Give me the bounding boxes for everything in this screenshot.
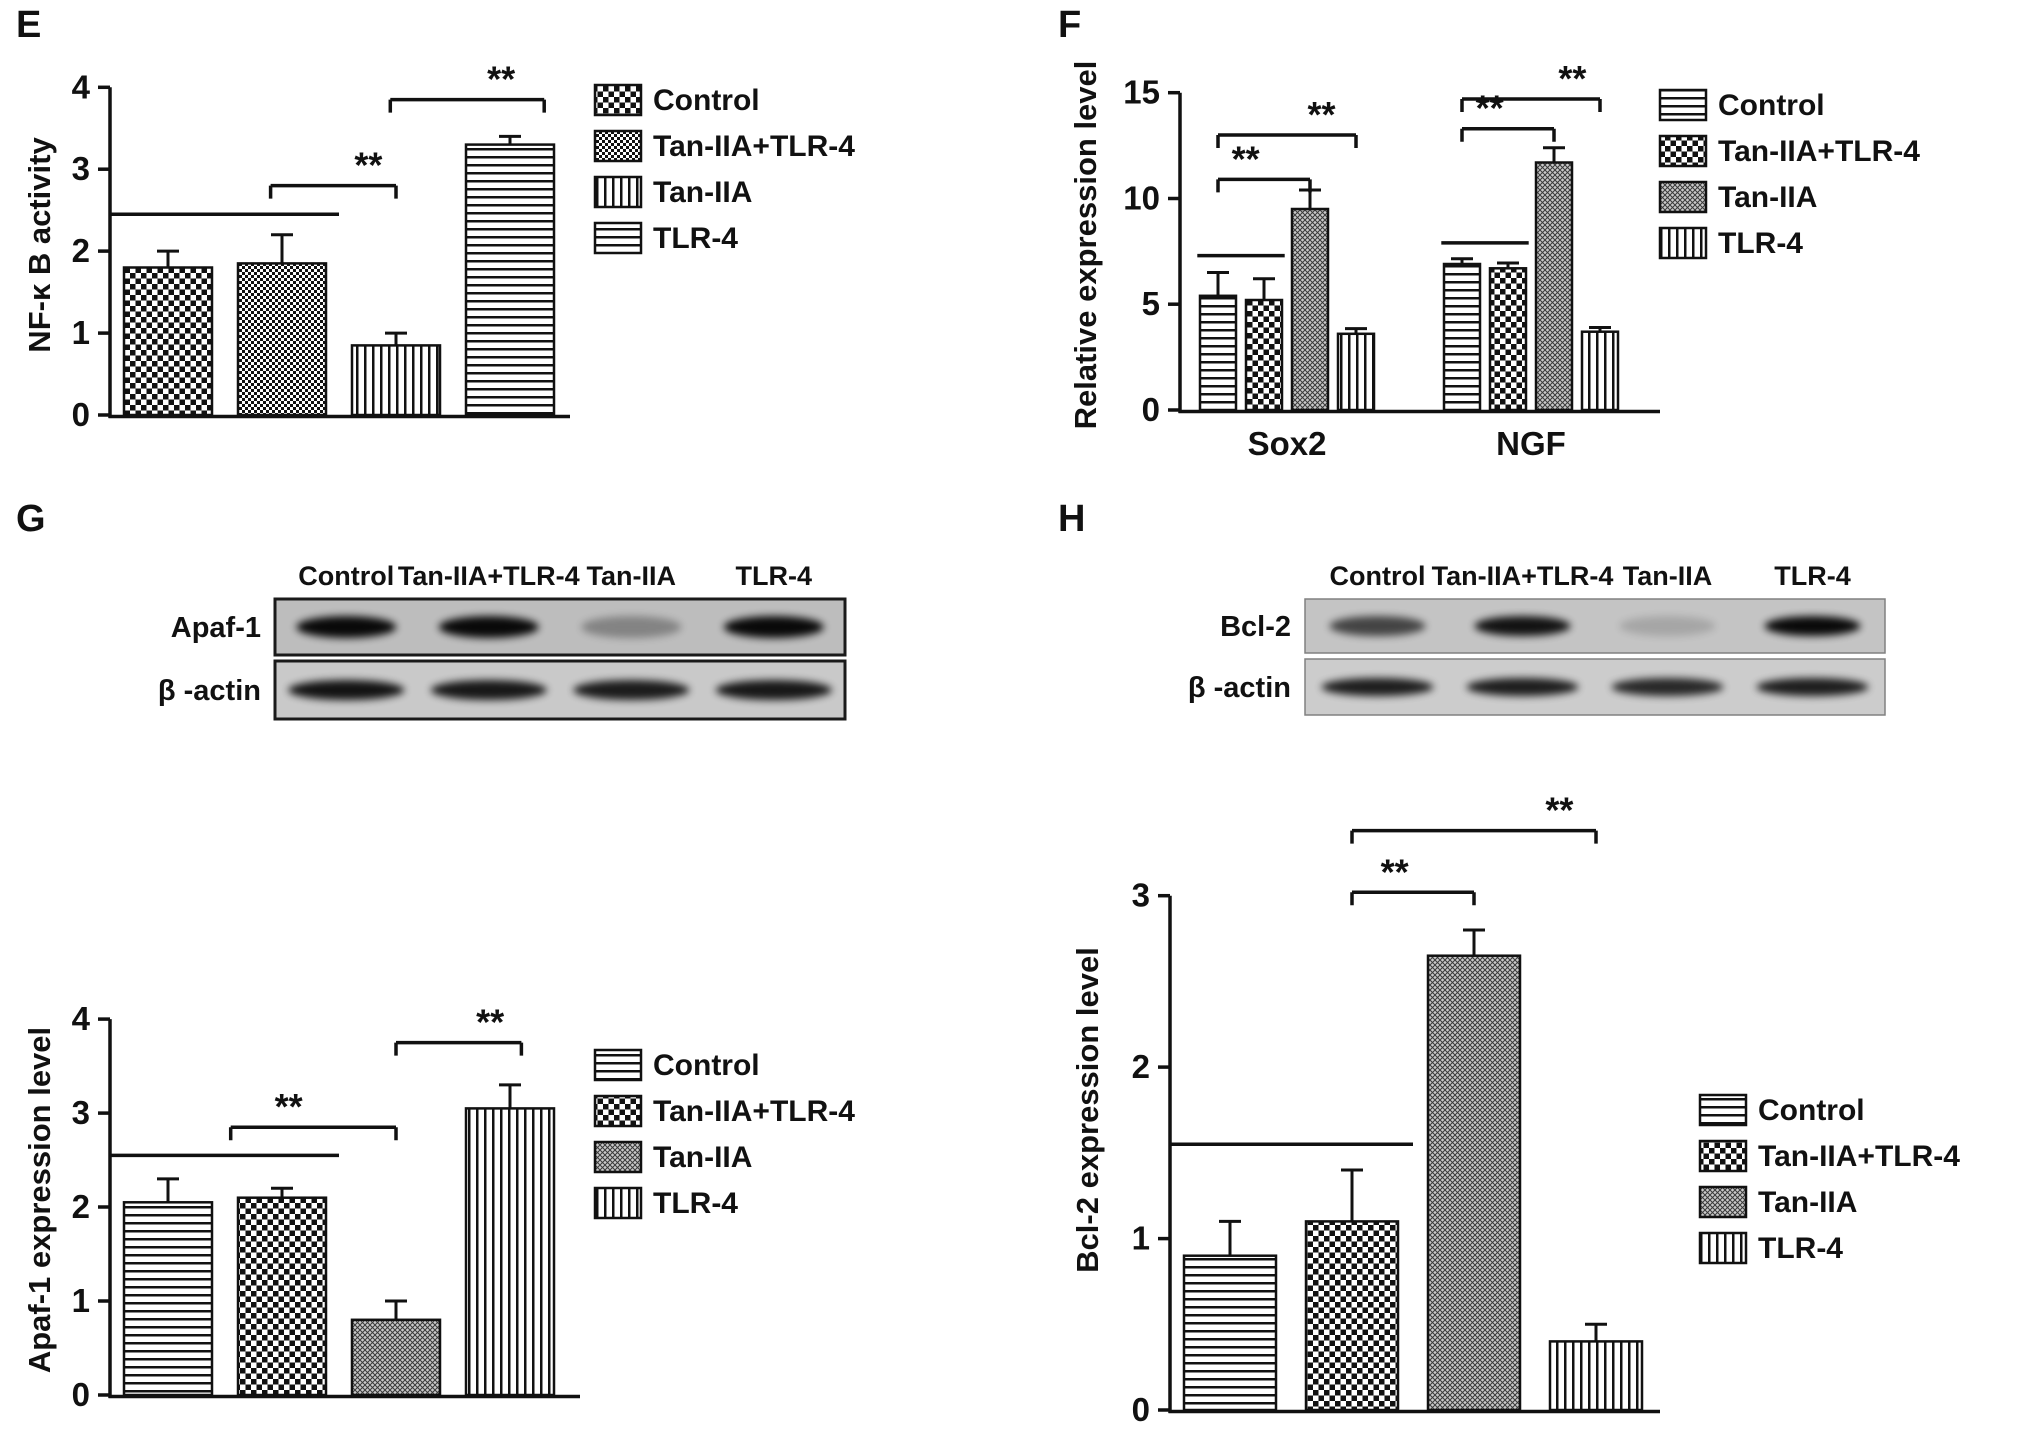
- svg-text:Control: Control: [653, 1049, 760, 1082]
- svg-text:1: 1: [1132, 1220, 1150, 1257]
- svg-text:15: 15: [1123, 74, 1160, 111]
- svg-text:Tan-IIA: Tan-IIA: [587, 561, 677, 591]
- svg-text:Tan-IIA: Tan-IIA: [1718, 181, 1817, 214]
- panel-label-F: F: [1058, 4, 1082, 46]
- svg-text:Control: Control: [298, 561, 394, 591]
- bar-chart-nfkb-activity: ** ** 0 1 2 3 4 NF-κ B activity Control Tan-IIA+T…: [22, 59, 855, 433]
- svg-text:Control: Control: [1330, 561, 1426, 591]
- svg-text:Apaf-1 expression level: Apaf-1 expression level: [22, 1027, 57, 1373]
- panel-label-E: E: [16, 4, 42, 46]
- svg-text:1: 1: [72, 314, 90, 351]
- bar-chart-relative-expression: ** ** ** ** 0 5 10 15 Sox2 NGF Relative expression…: [1068, 58, 1920, 462]
- svg-text:3: 3: [72, 1094, 90, 1131]
- western-blot-bcl2: Control Tan-IIA+TLR-4 Tan-IIA TLR-4 Bcl-2 β -…: [1188, 561, 1886, 716]
- svg-text:Control: Control: [1718, 89, 1825, 122]
- svg-text:**: **: [275, 1086, 303, 1127]
- bar-chart-apaf1-expression: ** ** 0 1 2 3 4 Apaf-1 expression level Control T…: [22, 1000, 855, 1413]
- svg-text:Tan-IIA: Tan-IIA: [1758, 1186, 1857, 1219]
- panel-label-G: G: [16, 498, 46, 540]
- svg-text:TLR-4: TLR-4: [653, 1187, 738, 1220]
- svg-text:**: **: [1545, 790, 1573, 831]
- svg-text:3: 3: [1132, 877, 1150, 914]
- svg-text:Control: Control: [653, 84, 760, 117]
- svg-text:**: **: [1232, 138, 1260, 179]
- svg-text:Tan-IIA+TLR-4: Tan-IIA+TLR-4: [653, 130, 855, 163]
- svg-text:0: 0: [72, 396, 90, 433]
- svg-text:TLR-4: TLR-4: [736, 561, 813, 591]
- svg-text:Tan-IIA+TLR-4: Tan-IIA+TLR-4: [653, 1095, 855, 1128]
- svg-text:0: 0: [72, 1376, 90, 1413]
- svg-text:Tan-IIA+TLR-4: Tan-IIA+TLR-4: [398, 561, 580, 591]
- svg-text:TLR-4: TLR-4: [1774, 561, 1851, 591]
- svg-text:**: **: [354, 145, 382, 186]
- svg-text:2: 2: [72, 1188, 90, 1225]
- svg-text:Tan-IIA+TLR-4: Tan-IIA+TLR-4: [1718, 135, 1920, 168]
- svg-text:**: **: [1558, 58, 1586, 99]
- svg-text:3: 3: [72, 150, 90, 187]
- svg-text:TLR-4: TLR-4: [1718, 227, 1803, 260]
- svg-text:TLR-4: TLR-4: [1758, 1232, 1843, 1265]
- svg-text:**: **: [1307, 94, 1335, 135]
- panel-label-H: H: [1058, 498, 1086, 540]
- svg-text:Tan-IIA: Tan-IIA: [653, 1141, 752, 1174]
- svg-text:**: **: [476, 1002, 504, 1043]
- svg-text:5: 5: [1142, 285, 1160, 322]
- svg-text:10: 10: [1123, 180, 1160, 217]
- svg-text:β -actin: β -actin: [158, 675, 261, 707]
- svg-text:Tan-IIA: Tan-IIA: [1623, 561, 1713, 591]
- svg-text:2: 2: [1132, 1048, 1150, 1085]
- svg-text:0: 0: [1142, 391, 1160, 428]
- svg-text:4: 4: [72, 68, 91, 105]
- svg-text:**: **: [1381, 851, 1409, 892]
- western-blot-apaf1: Control Tan-IIA+TLR-4 Tan-IIA TLR-4 Apaf-1 β …: [158, 561, 847, 721]
- svg-text:Bcl-2: Bcl-2: [1220, 611, 1291, 643]
- svg-text:**: **: [487, 59, 515, 100]
- svg-text:1: 1: [72, 1282, 90, 1319]
- svg-text:Tan-IIA: Tan-IIA: [653, 176, 752, 209]
- svg-text:NF-κ B activity: NF-κ B activity: [22, 137, 57, 353]
- svg-text:Tan-IIA+TLR-4: Tan-IIA+TLR-4: [1758, 1140, 1960, 1173]
- svg-text:Apaf-1: Apaf-1: [171, 612, 261, 644]
- svg-text:Tan-IIA+TLR-4: Tan-IIA+TLR-4: [1432, 561, 1614, 591]
- svg-text:NGF: NGF: [1496, 425, 1566, 462]
- svg-text:Control: Control: [1758, 1094, 1865, 1127]
- svg-text:TLR-4: TLR-4: [653, 222, 738, 255]
- bar-chart-bcl2-expression: ** ** 0 1 2 3 Bcl-2 expression level Control Tan…: [1070, 790, 1960, 1428]
- svg-text:4: 4: [72, 1000, 91, 1037]
- svg-text:0: 0: [1132, 1391, 1150, 1428]
- svg-text:Sox2: Sox2: [1248, 425, 1327, 462]
- svg-text:**: **: [1476, 88, 1504, 129]
- svg-text:β -actin: β -actin: [1188, 672, 1291, 704]
- svg-text:Bcl-2 expression level: Bcl-2 expression level: [1070, 947, 1105, 1273]
- svg-text:Relative expression level: Relative expression level: [1068, 61, 1103, 430]
- svg-text:2: 2: [72, 232, 90, 269]
